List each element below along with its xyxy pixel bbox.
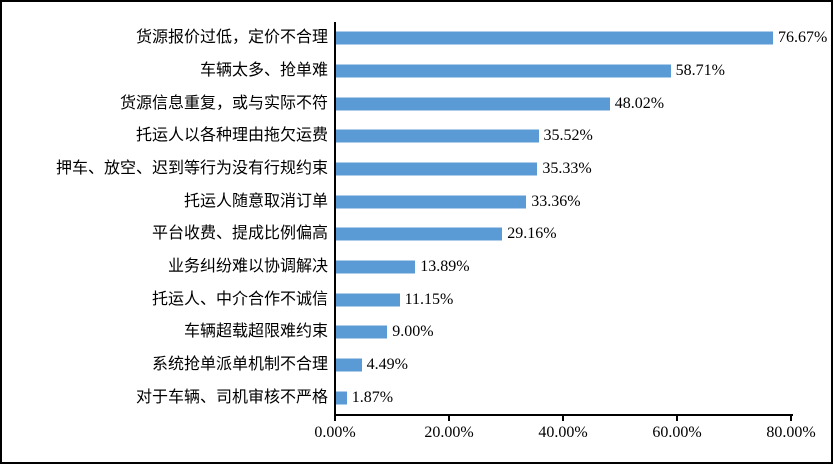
category-label: 平台收费、提成比例偏高 [151,225,328,243]
category-label: 车辆太多、抢单难 [199,62,328,79]
value-label: 58.71% [675,62,725,79]
bar [336,31,773,45]
category-label: 业务纠纷难以协调解决 [167,258,328,276]
y-axis-line [334,22,336,416]
chart-row: 托运人以各种理由拖欠运费 35.52% [2,120,831,153]
tick-mark [334,416,336,421]
chart-row: 平台收费、提成比例偏高 29.16% [2,218,831,251]
chart-row: 押车、放空、迟到等行为没有行规约束 35.33% [2,153,831,186]
bar [336,293,400,307]
x-axis-line [334,414,793,416]
value-label: 13.89% [420,258,470,276]
bar [336,129,539,143]
tick-mark [676,416,678,421]
tick-label: 40.00% [538,424,588,441]
category-label: 对于车辆、司机审核不严格 [135,388,328,406]
chart-row: 车辆太多、抢单难 58.71% [2,55,831,88]
category-label: 托运人、中介合作不诚信 [151,290,328,308]
chart-row: 车辆超载超限难约束 9.00% [2,316,831,349]
chart-row: 货源信息重复，或与实际不符 48.02% [2,87,831,120]
value-label: 11.15% [404,290,454,308]
value-label: 35.52% [543,127,593,145]
category-label: 系统抢单派单机制不合理 [151,356,328,374]
bar [336,97,610,111]
tick-label: 60.00% [652,424,702,441]
bar [336,162,538,176]
value-label: 33.36% [531,192,581,210]
category-label: 押车、放空、迟到等行为没有行规约束 [55,160,328,178]
bar [336,325,388,339]
bar [336,227,503,241]
chart-row: 托运人、中介合作不诚信 11.15% [2,283,831,316]
value-label: 4.49% [366,356,408,374]
bar [336,195,527,209]
bar [336,64,671,78]
value-label: 29.16% [507,225,557,243]
category-label: 托运人随意取消订单 [183,192,328,210]
tick-mark [562,416,564,421]
category-label: 货源信息重复，或与实际不符 [119,94,328,112]
tick-mark [790,416,792,421]
chart-row: 货源报价过低，定价不合理 76.67% [2,22,831,55]
tick-mark [448,416,450,421]
bar [336,260,416,274]
chart-row: 系统抢单派单机制不合理 4.49% [2,349,831,382]
chart-row: 对于车辆、司机审核不严格 1.87% [2,381,831,414]
tick-label: 20.00% [424,424,474,441]
category-label: 托运人以各种理由拖欠运费 [135,127,328,145]
category-label: 车辆超载超限难约束 [183,323,328,341]
value-label: 35.33% [542,160,592,178]
chart-row: 业务纠纷难以协调解决 13.89% [2,251,831,284]
bar-rows: 货源报价过低，定价不合理 76.67% 车辆太多、抢单难 58.71% 货源信息重复，或… [2,22,831,414]
value-label: 76.67% [778,29,828,47]
category-label: 货源报价过低，定价不合理 [135,29,328,47]
tick-label: 0.00% [314,424,356,441]
tick-label: 80.00% [766,424,816,441]
value-label: 1.87% [351,388,394,406]
bar [336,391,347,405]
value-label: 9.00% [392,323,434,341]
chart-row: 托运人随意取消订单 33.36% [2,185,831,218]
value-label: 48.02% [614,94,665,112]
bar [336,358,362,372]
